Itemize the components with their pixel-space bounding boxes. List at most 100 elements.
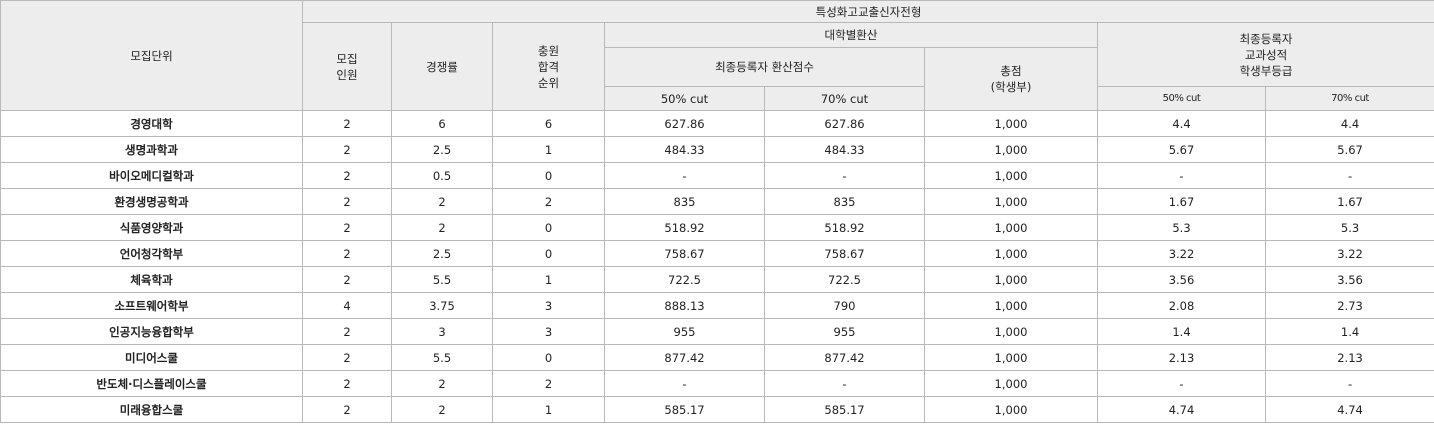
data-cell: 1,000 <box>924 344 1098 371</box>
data-cell: 3.22 <box>1264 240 1434 267</box>
data-cell: 790 <box>764 292 925 319</box>
data-cell: 3 <box>492 292 605 319</box>
data-cell: 4.74 <box>1097 396 1266 423</box>
data-cell: 2 <box>391 396 493 423</box>
table-row: 미디어스쿨 2 5.5 0 877.42 877.42 1,000 2.13 2.13 <box>0 344 1434 371</box>
data-cell: 2.08 <box>1097 292 1266 319</box>
data-cell: 1.4 <box>1264 318 1434 345</box>
data-cell: 2 <box>492 188 605 215</box>
data-cell: 835 <box>604 188 765 215</box>
data-cell: 484.33 <box>764 136 925 163</box>
header-cell: 50% cut <box>604 86 765 111</box>
data-cell: 1 <box>492 266 605 293</box>
data-cell: 2 <box>302 370 392 397</box>
table-row: 체육학과 2 5.5 1 722.5 722.5 1,000 3.56 3.56 <box>0 266 1434 293</box>
data-cell: 955 <box>764 318 925 345</box>
unit-cell: 언어청각학부 <box>0 240 303 267</box>
header-cell: 특성화고교출신자전형 <box>301 0 1434 23</box>
data-cell: - <box>1264 162 1434 189</box>
data-cell: 1,000 <box>924 318 1098 345</box>
data-cell: 1,000 <box>924 214 1098 241</box>
unit-cell: 환경생명공학과 <box>0 188 303 215</box>
unit-cell: 인공지능융합학부 <box>0 318 303 345</box>
data-cell: 2.73 <box>1264 292 1434 319</box>
unit-cell: 소프트웨어학부 <box>0 292 303 319</box>
data-cell: - <box>1097 162 1266 189</box>
unit-cell: 미래융합스쿨 <box>0 396 303 423</box>
unit-cell: 경영대학 <box>0 110 303 137</box>
data-cell: 5.67 <box>1264 136 1434 163</box>
data-cell: 888.13 <box>604 292 765 319</box>
data-cell: 4.4 <box>1264 110 1434 137</box>
unit-cell: 식품영양학과 <box>0 214 303 241</box>
data-cell: 877.42 <box>764 344 925 371</box>
header-cell: 50% cut <box>1097 86 1266 111</box>
data-cell: 2 <box>391 214 493 241</box>
data-cell: 0 <box>492 214 605 241</box>
table-row: 바이오메디컬학과 2 0.5 0- -1,000- - <box>0 162 1434 189</box>
header-cell: 70% cut <box>764 86 925 111</box>
header-cell: 70% cut <box>1264 86 1434 111</box>
data-cell: 5.3 <box>1264 214 1434 241</box>
data-cell: 6 <box>492 110 605 137</box>
data-cell: 877.42 <box>604 344 765 371</box>
data-cell: 1 <box>492 136 605 163</box>
data-cell: 627.86 <box>764 110 925 137</box>
data-cell: 1,000 <box>924 162 1098 189</box>
data-cell: 1,000 <box>924 292 1098 319</box>
table-row: 식품영양학과 2 2 0 518.92 518.92 1,000 5.3 5.3 <box>0 214 1434 241</box>
unit-cell: 생명과학과 <box>0 136 303 163</box>
data-cell: - <box>1097 370 1266 397</box>
data-cell: - <box>604 370 765 397</box>
data-cell: 3 <box>391 318 493 345</box>
header-cell: 총점 (학생부) <box>924 47 1098 111</box>
data-cell: 1,000 <box>924 370 1098 397</box>
data-cell: 3.22 <box>1097 240 1266 267</box>
data-cell: 2 <box>302 136 392 163</box>
data-cell: 2 <box>302 188 392 215</box>
data-cell: 1,000 <box>924 396 1098 423</box>
data-cell: 2.13 <box>1097 344 1266 371</box>
data-cell: 2 <box>302 266 392 293</box>
data-cell: 1 <box>492 396 605 423</box>
table-row: 인공지능융합학부 2 3 3 955 955 1,000 1.4 1.4 <box>0 318 1434 345</box>
data-cell: 1.4 <box>1097 318 1266 345</box>
header-cell: 경쟁률 <box>391 22 493 111</box>
table-row: 미래융합스쿨 2 2 1 585.17 585.17 1,000 4.74 4.74 <box>0 396 1434 423</box>
data-cell: 484.33 <box>604 136 765 163</box>
table-row: 반도체·디스플레이스쿨 2 2 2- -1,000- - <box>0 370 1434 397</box>
header-cell: 최종등록자 교과성적 학생부등급 <box>1096 22 1434 87</box>
table-header: 모집단위 특성화고교출신자전형 모집 인원 경쟁률 충원 합격 순위 대학별환산… <box>0 0 1434 111</box>
data-cell: 585.17 <box>764 396 925 423</box>
data-cell: 5.5 <box>391 344 493 371</box>
data-cell: 5.67 <box>1097 136 1266 163</box>
data-cell: 2.5 <box>391 136 493 163</box>
data-cell: 1,000 <box>924 110 1098 137</box>
data-cell: 1,000 <box>924 136 1098 163</box>
table-row: 소프트웨어학부 4 3.75 3 888.13 790 1,000 2.08 2.73 <box>0 292 1434 319</box>
data-cell: 2 <box>302 110 392 137</box>
header-cell: 대학별환산 <box>604 22 1098 48</box>
header-cell: 모집 인원 <box>302 22 392 111</box>
data-cell: 1,000 <box>924 188 1098 215</box>
header-cell: 모집단위 <box>0 0 303 111</box>
data-cell: 627.86 <box>604 110 765 137</box>
data-cell: 0 <box>492 162 605 189</box>
data-cell: 3.75 <box>391 292 493 319</box>
data-cell: 4 <box>302 292 392 319</box>
data-cell: 1.67 <box>1097 188 1266 215</box>
data-cell: 518.92 <box>764 214 925 241</box>
data-cell: 1.67 <box>1264 188 1434 215</box>
data-cell: 4.4 <box>1097 110 1266 137</box>
data-cell: 0 <box>492 240 605 267</box>
data-cell: 722.5 <box>764 266 925 293</box>
data-cell: - <box>764 370 925 397</box>
unit-cell: 미디어스쿨 <box>0 344 303 371</box>
data-cell: - <box>1264 370 1434 397</box>
data-cell: 2 <box>302 344 392 371</box>
data-cell: 1,000 <box>924 266 1098 293</box>
data-cell: 2 <box>302 214 392 241</box>
data-cell: 758.67 <box>764 240 925 267</box>
